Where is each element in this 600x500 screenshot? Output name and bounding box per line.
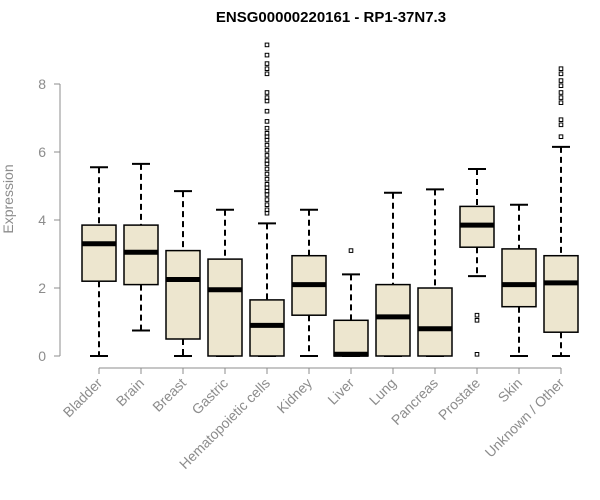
iqr-box [501, 248, 537, 308]
box-skin [501, 203, 537, 357]
iqr-box [165, 249, 201, 340]
x-tick-label: Brain [113, 375, 147, 409]
outlier-point [264, 61, 270, 66]
outlier-point [264, 166, 270, 172]
outlier-point [264, 66, 270, 72]
box-lung [375, 191, 411, 357]
box-pancreas [417, 188, 453, 357]
outlier-point [474, 312, 480, 318]
outlier-point [264, 42, 270, 48]
outlier-point [264, 119, 270, 124]
box-kidney [291, 208, 327, 357]
outlier-point [264, 108, 270, 114]
iqr-box [375, 283, 411, 357]
outlier-point [264, 202, 270, 207]
x-tick-label: Prostate [435, 375, 483, 423]
iqr-box [333, 319, 369, 357]
outlier-point [264, 125, 270, 131]
y-axis-label: Expression [0, 164, 16, 233]
box-liver [333, 248, 369, 357]
iqr-box [81, 224, 117, 282]
outlier-point [558, 90, 564, 95]
iqr-box [249, 299, 285, 357]
outlier-point [264, 52, 270, 58]
x-tick-label: Skin [495, 375, 526, 406]
outlier-point [264, 131, 270, 136]
outlier-point [264, 171, 270, 177]
chart-title: ENSG00000220161 - RP1-37N7.3 [216, 9, 446, 26]
box-breast [165, 190, 201, 357]
iqr-box [123, 224, 159, 286]
x-tick-label: Liver [324, 375, 357, 408]
outlier-point [264, 153, 270, 158]
outlier-point [558, 100, 564, 106]
y-tick-label: 4 [38, 212, 46, 228]
outlier-point [558, 71, 564, 77]
outlier-point [558, 134, 564, 139]
outlier-point [264, 142, 270, 148]
outlier-point [264, 158, 270, 163]
outlier-point [264, 148, 270, 153]
box-prostate [459, 168, 495, 357]
iqr-box [207, 258, 243, 357]
outlier-point [264, 176, 270, 182]
iqr-box [543, 254, 579, 333]
outlier-point [264, 95, 270, 100]
outlier-point [474, 352, 480, 357]
x-tick-label: Kidney [274, 375, 316, 417]
outlier-point [558, 117, 564, 123]
x-tick-label: Bladder [60, 375, 106, 421]
outlier-point [264, 71, 270, 77]
outlier-point [264, 182, 270, 187]
outlier-point [558, 122, 564, 128]
x-tick-label: Lung [366, 375, 399, 408]
outlier-point [558, 83, 564, 89]
box-unknown-other [543, 66, 579, 357]
box-bladder [81, 166, 117, 357]
outlier-point [264, 90, 270, 95]
y-tick-label: 8 [38, 76, 46, 92]
iqr-box [417, 287, 453, 357]
box-gastric [207, 208, 243, 357]
outlier-point [558, 66, 564, 72]
outlier-point [264, 197, 270, 202]
outlier-point [264, 207, 270, 213]
y-tick-label: 0 [38, 348, 46, 364]
x-tick-label: Unknown / Other [482, 375, 568, 461]
outlier-point [348, 248, 354, 253]
box-brain [123, 162, 159, 332]
box-hematopoietic-cells [249, 42, 285, 357]
x-tick-label: Breast [149, 375, 189, 415]
y-tick-label: 2 [38, 280, 46, 296]
outlier-point [558, 95, 564, 100]
outlier-point [474, 318, 480, 323]
x-tick-label: Pancreas [388, 375, 441, 428]
outlier-point [558, 78, 564, 83]
boxes-group [81, 42, 579, 357]
y-tick-label: 6 [38, 144, 46, 160]
y-axis: 0 2 4 6 8 [38, 76, 61, 364]
